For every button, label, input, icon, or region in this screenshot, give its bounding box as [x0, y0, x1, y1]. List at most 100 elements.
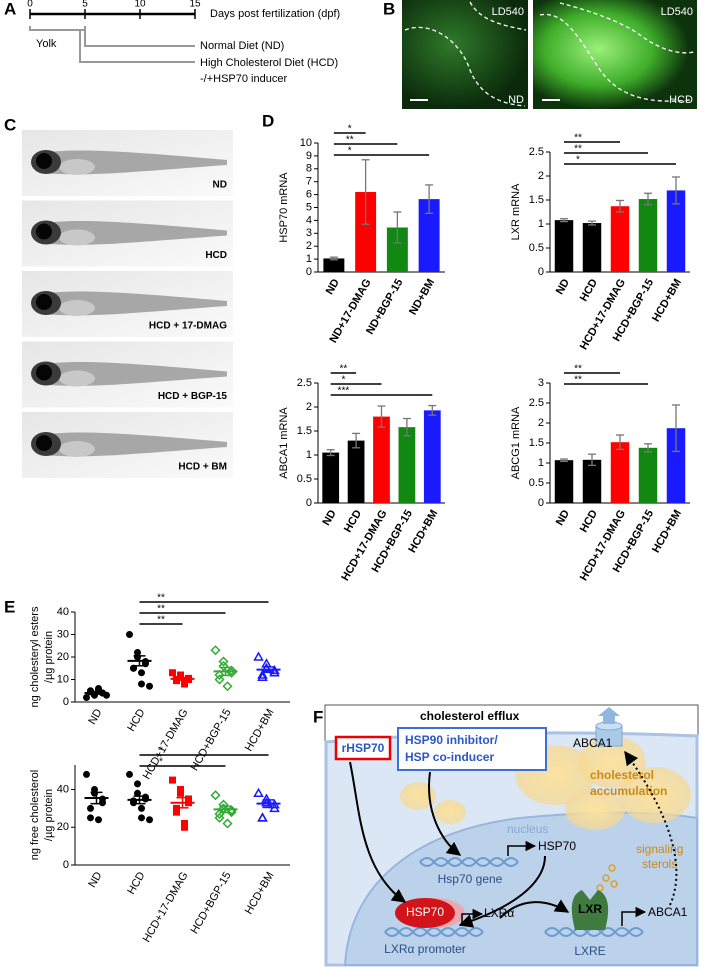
diagram-label: LXR — [578, 902, 602, 916]
bar — [386, 227, 408, 272]
y-tick-label: 10 — [57, 673, 69, 685]
lipid-droplet — [400, 782, 436, 810]
x-tick-label: HCD — [578, 508, 600, 535]
larva-eye — [36, 153, 52, 169]
inducer-box — [397, 727, 547, 771]
x-tick-label: ND+BM — [407, 277, 437, 317]
data-point — [87, 804, 94, 812]
significance-label: * — [348, 124, 352, 135]
sterol-dots — [596, 864, 618, 892]
data-point — [138, 804, 145, 812]
bar — [373, 416, 390, 503]
data-point — [214, 674, 225, 685]
lipid-droplet — [434, 800, 466, 824]
larva-yolk — [59, 441, 95, 457]
y-tick-label: 2 — [538, 417, 544, 429]
bar — [554, 460, 574, 503]
larva-yolk — [59, 159, 95, 175]
data-point — [218, 656, 229, 667]
significance-label: ** — [157, 593, 165, 604]
y-axis-label: LXR mRNA — [510, 183, 522, 241]
bar — [323, 258, 345, 272]
bar — [554, 220, 574, 272]
y-axis-label: ABCA1 mRNA — [278, 407, 290, 479]
y-tick-label: 7 — [306, 176, 312, 188]
data-point — [181, 823, 188, 831]
diagram-label: LXRE — [574, 944, 605, 958]
significance-label: ** — [574, 364, 582, 375]
y-tick-label: 20 — [57, 651, 69, 663]
data-point — [253, 787, 264, 798]
arrow — [349, 761, 407, 903]
y-tick-label: 1 — [306, 449, 312, 461]
data-point — [214, 669, 225, 681]
y-tick-label: 2.5 — [529, 146, 544, 158]
y-axis-label: /µg protein — [43, 631, 55, 683]
diagram-label: nucleus — [507, 822, 548, 836]
y-tick-label: 2 — [306, 401, 312, 413]
larva-eye — [36, 435, 52, 451]
diet-line — [79, 30, 195, 63]
larva-label: HCD + BGP-15 — [158, 391, 228, 402]
y-tick-label: 8 — [306, 163, 312, 175]
panel-label: C — [4, 115, 16, 134]
micrograph-image — [402, 0, 528, 109]
x-tick-label: HCD — [342, 508, 364, 535]
larva-eye — [36, 364, 52, 381]
lipid-droplet — [578, 736, 646, 788]
diagram-label: HSP co-inducer — [405, 750, 494, 764]
larva-yolk — [59, 300, 95, 316]
diagram-label: Hsp70 gene — [438, 872, 503, 886]
y-tick-label: 0 — [306, 266, 312, 278]
y-axis-label: ng cholesteryl esters — [29, 606, 41, 707]
y-tick-label: 1 — [306, 253, 312, 265]
significance-label: * — [576, 155, 580, 166]
diagram-label: cholesterol efflux — [420, 709, 520, 723]
diagram-label: LXRα promoter — [384, 942, 466, 956]
micrograph-image — [533, 0, 697, 109]
dna — [384, 857, 644, 937]
y-tick-label: 0 — [538, 266, 544, 278]
micrograph: LD540 ND — [402, 0, 528, 109]
diagram-label: LXRα — [484, 906, 514, 920]
diet-label: Normal Diet (ND) — [200, 40, 284, 52]
data-point — [261, 793, 272, 803]
y-tick-label: 20 — [57, 821, 69, 833]
y-tick-label: 5 — [306, 201, 312, 213]
timeline-axis-label: Days post fertilization (dpf) — [210, 8, 340, 20]
data-point — [126, 770, 133, 778]
significance-label: *** — [338, 386, 350, 397]
y-tick-label: 0.5 — [529, 477, 544, 489]
y-tick-label: 6 — [306, 189, 312, 201]
significance-label: * — [341, 375, 345, 386]
x-tick-label: HCD+17-DMAG — [141, 707, 191, 782]
y-tick-label: 0.5 — [297, 473, 312, 485]
y-tick-label: 0 — [538, 497, 544, 509]
x-tick-label: HCD+BM — [243, 870, 277, 917]
x-tick-label: HCD — [125, 707, 147, 734]
y-tick-label: 1 — [538, 218, 544, 230]
x-tick-label: ND — [320, 508, 338, 528]
timeline-tick-label: 5 — [82, 0, 88, 10]
diagram-label: HSP70 — [406, 905, 444, 919]
significance-label: ** — [574, 144, 582, 155]
data-point — [222, 818, 233, 829]
bar — [398, 427, 416, 503]
larva-eye — [36, 223, 52, 240]
y-tick-label: 2.5 — [529, 397, 544, 409]
data-point — [257, 812, 268, 822]
bar — [666, 428, 686, 503]
y-tick-label: 0.5 — [529, 242, 544, 254]
rhsp70-box — [334, 735, 392, 761]
y-tick-label: 2.5 — [297, 377, 312, 389]
data-point — [138, 814, 145, 822]
y-tick-label: 0 — [63, 696, 69, 708]
bar — [610, 206, 630, 272]
significance-label: * — [159, 757, 163, 768]
efflux-arrow — [598, 707, 620, 724]
data-point — [99, 799, 106, 807]
bar — [582, 459, 602, 503]
y-tick-label: 2 — [538, 170, 544, 182]
